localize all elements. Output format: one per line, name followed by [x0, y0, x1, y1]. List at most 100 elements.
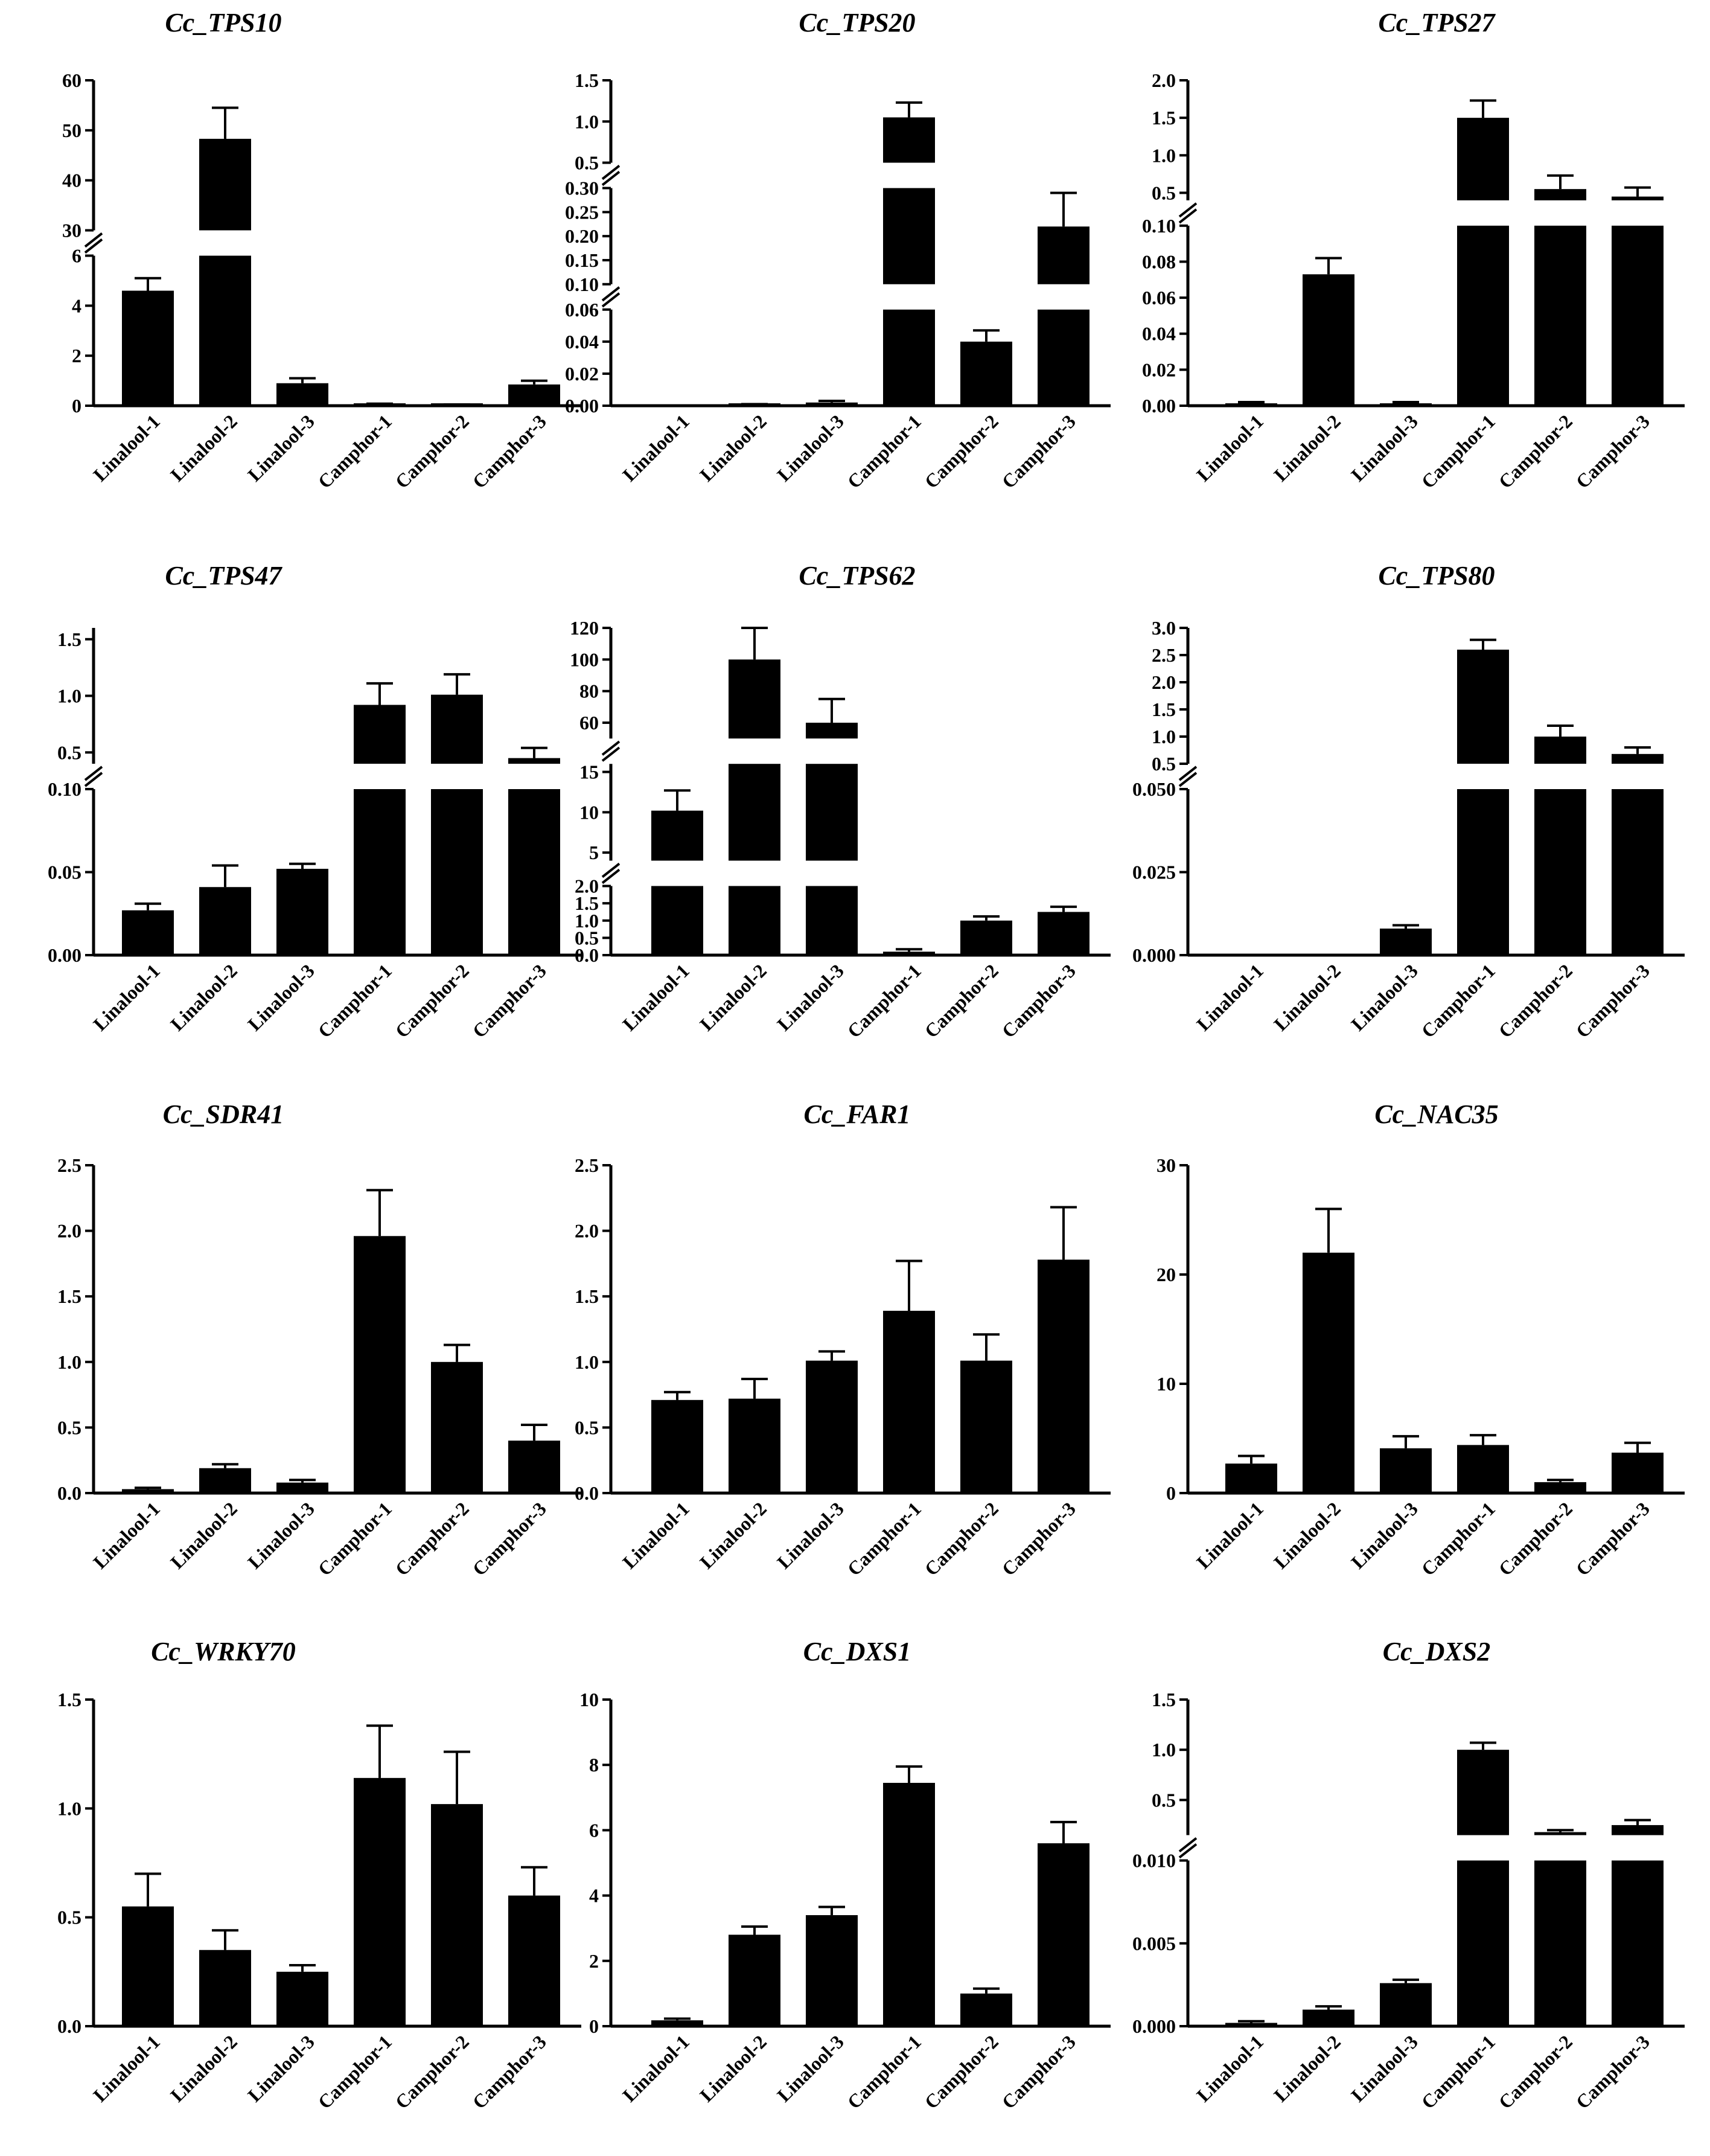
bar-camphor-1-part-1 — [1457, 1750, 1509, 1835]
bar-camphor-1 — [883, 1311, 935, 1493]
y-tick-label: 1.5 — [57, 629, 81, 650]
y-tick-label: 4 — [72, 295, 81, 316]
bar-camphor-2 — [1534, 1482, 1586, 1493]
category-label: Linalool-2 — [166, 2030, 241, 2106]
category-label: Camphor-1 — [843, 410, 925, 492]
bar-camphor-3 — [508, 1441, 560, 1493]
category-label: Linalool-1 — [618, 959, 694, 1035]
y-tick-label: 0.04 — [1142, 323, 1176, 345]
y-tick-label: 10 — [1156, 1373, 1176, 1395]
bar-linalool-2 — [199, 887, 251, 955]
bar-camphor-1-part-1 — [1457, 118, 1509, 200]
y-tick-label: 0.02 — [1142, 359, 1176, 380]
y-tick-label: 0.10 — [565, 273, 599, 295]
bar-camphor-1-part-1 — [1457, 650, 1509, 764]
chart-panel-cc-tps27: Cc_TPS27 0.00 0.02 0.04 0.06 0.08 0.10 0.5 1.0 1.… — [1142, 8, 1685, 493]
axis-break-mark — [601, 170, 621, 187]
category-label: Camphor-2 — [920, 2030, 1002, 2113]
y-tick-label: 20 — [1156, 1264, 1176, 1285]
bar-linalool-2-part-2 — [729, 659, 780, 739]
category-label: Camphor-3 — [468, 959, 550, 1041]
y-tick-label: 2.5 — [1152, 644, 1176, 666]
y-tick-label: 0.30 — [565, 178, 599, 199]
bar-camphor-1 — [883, 952, 935, 955]
y-tick-label: 0.10 — [48, 778, 81, 800]
axis-break-mark — [1178, 1837, 1198, 1853]
bar-linalool-3 — [806, 402, 858, 406]
chart-title: Cc_DXS1 — [803, 1637, 911, 1666]
chart-title: Cc_TPS27 — [1378, 8, 1496, 37]
bar-camphor-3 — [1038, 1259, 1089, 1493]
chart-title: Cc_TPS20 — [799, 8, 915, 37]
bar-camphor-2 — [431, 1361, 483, 1493]
axis-break-mark — [601, 740, 621, 756]
y-tick-label: 60 — [62, 69, 81, 91]
y-tick-label: 0.05 — [48, 862, 81, 883]
axis-break-mark — [1178, 772, 1198, 787]
bar-camphor-2 — [960, 920, 1012, 955]
category-label: Linalool-3 — [243, 959, 319, 1035]
bar-camphor-3-part-1 — [1612, 753, 1664, 764]
bar-linalool-1 — [122, 1489, 174, 1493]
y-tick-label: 0.0 — [57, 1482, 81, 1504]
bar-linalool-3 — [806, 1915, 858, 2026]
y-tick-label: 40 — [62, 170, 81, 191]
y-tick-label: 2.0 — [1152, 69, 1176, 91]
y-tick-label: 1.5 — [57, 1689, 81, 1710]
chart-title: Cc_NAC35 — [1374, 1099, 1498, 1129]
y-tick-label: 1.5 — [575, 69, 599, 91]
y-tick-label: 0.5 — [57, 1907, 81, 1928]
bar-camphor-3 — [1612, 1453, 1664, 1493]
category-label: Camphor-1 — [313, 1497, 395, 1579]
bar-camphor-2-part-1 — [1534, 189, 1586, 200]
bar-camphor-3 — [1612, 1860, 1664, 2026]
chart-panel-cc-tps62: Cc_TPS62 0.00.51.01.52.0 5 10 15 60 80 100 120 Li… — [570, 561, 1111, 1042]
chart-panel-cc-dxs2: Cc_DXS2 0.000 0.005 0.010 0.5 1.0 1.5 Linalool-… — [1132, 1637, 1685, 2113]
y-tick-label: 120 — [570, 617, 599, 639]
axis-break-mark — [601, 286, 621, 302]
category-label: Camphor-3 — [1571, 1497, 1653, 1579]
bar-linalool-3 — [276, 1971, 328, 2026]
y-tick-label: 10 — [579, 801, 599, 823]
y-tick-label: 0.5 — [57, 741, 81, 763]
y-tick-label: 0.06 — [1142, 287, 1176, 309]
bar-camphor-2-part-1 — [1534, 737, 1586, 764]
category-label: Camphor-3 — [1571, 2030, 1653, 2113]
category-label: Linalool-2 — [1269, 2030, 1345, 2106]
y-tick-label: 0.010 — [1132, 1850, 1176, 1872]
category-label: Linalool-2 — [1269, 959, 1345, 1035]
y-tick-label: 0.00 — [48, 944, 81, 966]
y-tick-label: 0.5 — [575, 927, 599, 948]
category-label: Camphor-3 — [1571, 410, 1653, 492]
y-tick-label: 0.0 — [575, 944, 599, 966]
y-tick-label: 6 — [589, 1819, 599, 1841]
category-label: Linalool-1 — [618, 1497, 694, 1573]
category-label: Linalool-2 — [1269, 410, 1345, 485]
category-label: Linalool-1 — [618, 410, 694, 485]
y-tick-label: 0.5 — [57, 1416, 81, 1438]
bar-linalool-3 — [806, 886, 858, 955]
bar-camphor-1-part-1 — [883, 188, 935, 284]
category-label: Linalool-1 — [618, 2030, 694, 2106]
bar-linalool-2-part-1 — [729, 764, 780, 861]
y-tick-label: 0.050 — [1132, 778, 1176, 800]
category-label: Linalool-2 — [1269, 1497, 1345, 1573]
bar-camphor-3 — [1038, 309, 1089, 406]
y-tick-label: 0.08 — [1142, 251, 1176, 272]
y-tick-label: 1.0 — [57, 1797, 81, 1819]
bar-camphor-1 — [354, 789, 406, 955]
axis-break-mark — [1178, 1843, 1198, 1859]
bar-camphor-3-part-1 — [1038, 226, 1089, 284]
y-tick-label: 0.0 — [575, 1482, 599, 1504]
bar-linalool-1 — [651, 1399, 703, 1493]
y-tick-label: 15 — [579, 761, 599, 783]
bar-linalool-3-part-2 — [806, 723, 858, 739]
y-tick-label: 2.5 — [57, 1154, 81, 1176]
category-label: Camphor-3 — [468, 1497, 550, 1579]
bar-linalool-3 — [806, 1360, 858, 1493]
bar-camphor-3-part-1 — [1612, 196, 1664, 200]
bar-linalool-1 — [122, 910, 174, 955]
bar-camphor-1 — [883, 309, 935, 406]
category-label: Camphor-1 — [1417, 2030, 1499, 2113]
bar-linalool-1 — [1225, 1463, 1277, 1493]
